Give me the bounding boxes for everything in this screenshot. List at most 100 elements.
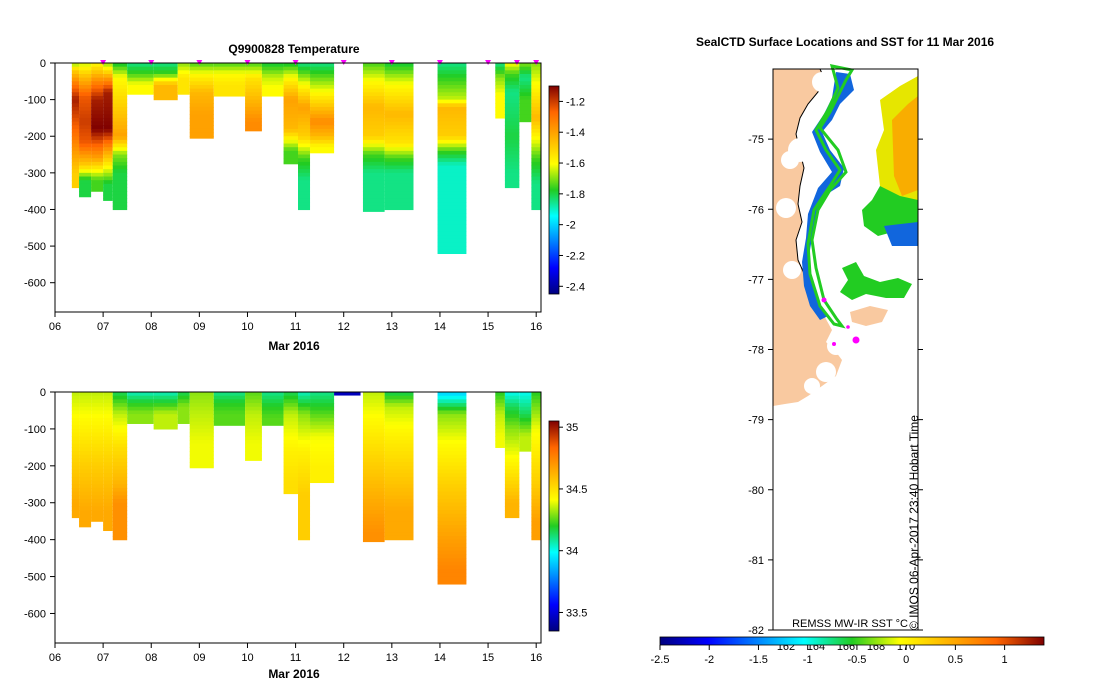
profile-cell: [261, 63, 284, 68]
profile-cell: [362, 403, 385, 408]
profile-cell: [298, 139, 311, 145]
profile-cell: [245, 114, 262, 119]
profile-cell: [189, 106, 214, 112]
sst-colorbar-ticks: -2.5 -2 -1.5 -1 -0.5 0 0.5 1: [651, 645, 1008, 666]
profile-cell: [103, 439, 113, 445]
profile-cell: [298, 428, 311, 434]
profile-cell: [71, 150, 80, 156]
profile-cell: [504, 172, 520, 178]
profile-cell: [103, 454, 113, 460]
profile-cell: [177, 414, 190, 419]
profile-cell: [245, 414, 262, 419]
profile-cell: [112, 95, 128, 101]
profile-cell: [362, 532, 385, 537]
profile-cell: [112, 63, 128, 68]
profile-cell: [504, 161, 520, 167]
profile-cell: [127, 63, 154, 68]
profile-cell: [79, 432, 92, 437]
profile-cell: [103, 150, 113, 156]
profile-cell: [177, 70, 190, 75]
profile-cell: [283, 154, 298, 159]
profile-cell: [298, 521, 311, 526]
profile-cell: [189, 88, 214, 93]
profile-cell: [362, 487, 385, 493]
profile-cell: [79, 425, 92, 430]
profile-cell: [189, 436, 214, 441]
profile-cell: [531, 169, 541, 174]
profile-cell: [362, 524, 385, 530]
profile-cell: [79, 180, 92, 185]
profile-cell: [362, 447, 385, 452]
profile-cell: [531, 406, 541, 412]
profile-cell: [531, 117, 541, 123]
profile-cell: [298, 465, 311, 471]
profile-cell: [103, 88, 113, 93]
profile-cell: [298, 99, 311, 104]
sst-green-patch: [840, 262, 912, 300]
profile-cell: [310, 103, 335, 108]
profile-cell: [298, 198, 311, 203]
profile-cell: [112, 451, 128, 456]
profile-cell: [531, 432, 541, 437]
profile-cell: [71, 136, 80, 141]
colorbar-tick-label: -1.2: [566, 96, 585, 108]
profile-cell: [495, 88, 505, 93]
profile-cell: [103, 121, 113, 126]
profile-cell: [298, 417, 311, 423]
profile-cell: [189, 443, 214, 448]
profile-cell: [283, 399, 298, 404]
profile-cell: [531, 99, 541, 104]
profile-cell: [531, 399, 541, 404]
profile-cell: [283, 143, 298, 148]
profile-cell: [362, 510, 385, 515]
profile-cell: [103, 110, 113, 115]
profile-cell: [519, 114, 532, 119]
temperature-profiles: [71, 63, 541, 255]
x-tick-label: 15: [482, 652, 494, 664]
profile-cell: [504, 421, 520, 426]
profile-cell: [103, 513, 113, 519]
profile-cell: [103, 66, 113, 71]
profile-cell: [362, 106, 385, 112]
profile-cell: [79, 128, 92, 134]
profile-cell: [437, 235, 467, 240]
profile-cell: [298, 180, 311, 185]
profile-cell: [112, 513, 128, 519]
profile-cell: [245, 454, 262, 460]
profile-cell: [103, 176, 113, 181]
profile-cell: [283, 465, 298, 471]
y-tick-label: -600: [24, 608, 46, 620]
profile-cell: [495, 63, 505, 68]
profile-cell: [298, 169, 311, 174]
profile-cell: [531, 205, 541, 211]
profile-cell: [245, 99, 262, 104]
profile-cell: [504, 506, 520, 511]
profile-cell: [213, 403, 246, 408]
profile-cell: [437, 528, 467, 533]
profile-cell: [71, 132, 80, 137]
profile-cell: [504, 103, 520, 108]
profile-cell: [437, 209, 467, 214]
profile-cell: [531, 480, 541, 485]
profile-cell: [384, 88, 414, 93]
profile-cell: [437, 499, 467, 504]
profile-cell: [79, 121, 92, 126]
profile-cell: [79, 143, 92, 148]
profile-cell: [384, 176, 414, 181]
profile-cell: [91, 81, 104, 86]
profile-cell: [362, 462, 385, 467]
profile-cell: [362, 209, 385, 212]
profile-cell: [437, 103, 467, 108]
profile-cell: [504, 110, 520, 115]
profile-cell: [213, 73, 246, 79]
profile-cell: [283, 406, 298, 412]
profile-cell: [519, 428, 532, 434]
profile-cell: [79, 421, 92, 426]
profile-cell: [153, 88, 178, 93]
profile-cell: [245, 451, 262, 456]
profile-cell: [298, 473, 311, 478]
x-tick-label: 15: [482, 321, 494, 333]
profile-cell: [245, 110, 262, 115]
sst-colorbar-tick-label: -1: [803, 654, 813, 666]
profile-cell: [103, 414, 113, 419]
